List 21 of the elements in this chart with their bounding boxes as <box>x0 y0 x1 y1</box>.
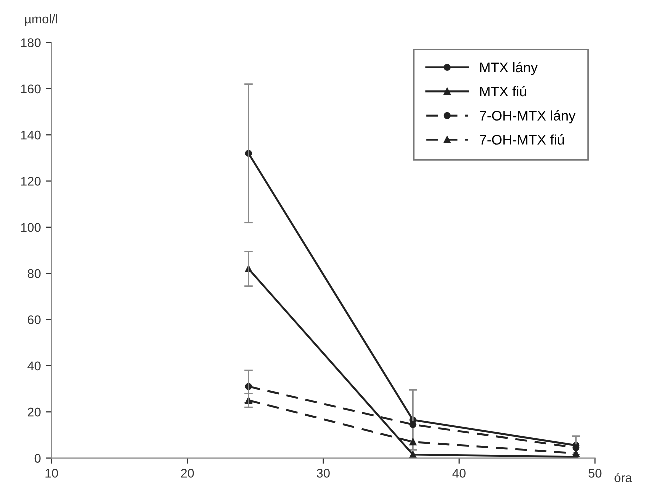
x-tick-label: 20 <box>181 469 194 478</box>
y-tick-label: 80 <box>28 269 41 278</box>
y-tick-label: 180 <box>21 38 41 48</box>
x-axis-title: óra <box>614 473 632 482</box>
y-tick-label: 140 <box>21 130 41 140</box>
y-tick-label: 60 <box>28 316 41 324</box>
legend-label: 7-OH-MTX lány <box>480 110 576 124</box>
y-tick-label: 40 <box>28 362 41 371</box>
y-tick-label: 100 <box>21 223 41 232</box>
y-tick-label: 160 <box>21 84 41 94</box>
legend-label: 7-OH-MTX fiú <box>480 134 564 145</box>
x-tick-label: 40 <box>452 469 466 478</box>
legend-label: MTX lány <box>480 62 538 76</box>
y-tick-label: 120 <box>21 177 41 186</box>
x-tick-label: 30 <box>317 469 330 478</box>
legend-label: MTX fiú <box>480 86 526 97</box>
x-tick-label: 50 <box>588 469 602 478</box>
y-tick-label: 20 <box>28 408 41 417</box>
y-tick-label: 0 <box>34 454 41 463</box>
y-axis-title: µmol/l <box>25 14 58 26</box>
x-tick-label: 10 <box>46 469 58 478</box>
